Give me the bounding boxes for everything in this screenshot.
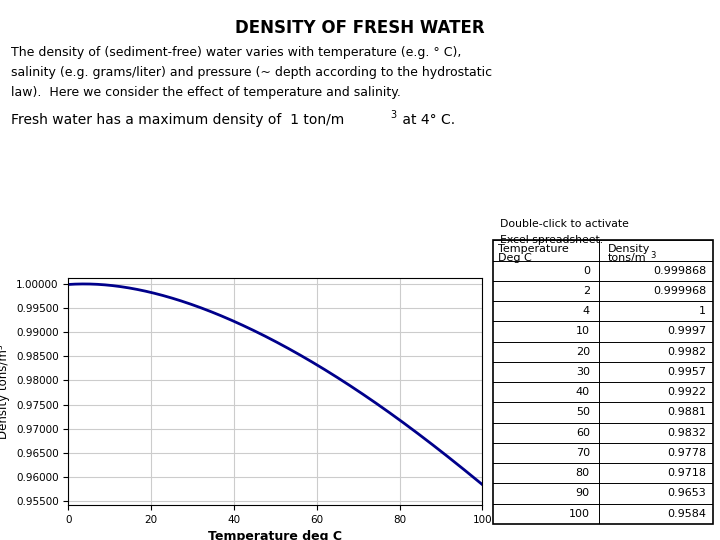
Text: 0.9584: 0.9584 <box>667 509 706 519</box>
Text: 1: 1 <box>699 306 706 316</box>
Text: 20: 20 <box>576 347 590 357</box>
Text: 60: 60 <box>576 428 590 438</box>
Text: Density: Density <box>608 244 649 254</box>
Text: 90: 90 <box>576 488 590 498</box>
Text: 30: 30 <box>576 367 590 377</box>
Text: law).  Here we consider the effect of temperature and salinity.: law). Here we consider the effect of tem… <box>11 86 400 99</box>
Text: 70: 70 <box>576 448 590 458</box>
Text: 2: 2 <box>582 286 590 296</box>
Text: 0.9957: 0.9957 <box>667 367 706 377</box>
Text: 0.999968: 0.999968 <box>653 286 706 296</box>
Text: at 4° C.: at 4° C. <box>398 113 455 127</box>
Text: Deg C: Deg C <box>498 253 531 263</box>
Text: 0.9997: 0.9997 <box>667 326 706 336</box>
Text: 4: 4 <box>582 306 590 316</box>
Text: 3: 3 <box>390 110 396 120</box>
X-axis label: Temperature deg C: Temperature deg C <box>208 530 343 540</box>
Text: tons/m: tons/m <box>608 253 646 263</box>
Text: The density of (sediment-free) water varies with temperature (e.g. ° C),: The density of (sediment-free) water var… <box>11 46 462 59</box>
Text: 0.9778: 0.9778 <box>667 448 706 458</box>
Text: Fresh water has a maximum density of  1 ton/m: Fresh water has a maximum density of 1 t… <box>11 113 344 127</box>
Text: 100: 100 <box>569 509 590 519</box>
Text: Double-click to activate: Double-click to activate <box>500 219 629 229</box>
Text: Excel spreadsheet.: Excel spreadsheet. <box>500 235 603 245</box>
Text: 80: 80 <box>576 468 590 478</box>
Text: 40: 40 <box>576 387 590 397</box>
Text: salinity (e.g. grams/liter) and pressure (~ depth according to the hydrostatic: salinity (e.g. grams/liter) and pressure… <box>11 66 492 79</box>
Text: 0: 0 <box>582 266 590 276</box>
Text: 0.9982: 0.9982 <box>667 347 706 357</box>
Text: 0.9653: 0.9653 <box>667 488 706 498</box>
Text: 0.9922: 0.9922 <box>667 387 706 397</box>
Y-axis label: Density tons/m³: Density tons/m³ <box>0 344 10 439</box>
Text: 3: 3 <box>650 252 656 260</box>
Text: DENSITY OF FRESH WATER: DENSITY OF FRESH WATER <box>235 19 485 37</box>
Text: 0.999868: 0.999868 <box>653 266 706 276</box>
Text: 50: 50 <box>576 407 590 417</box>
Text: 0.9881: 0.9881 <box>667 407 706 417</box>
Text: 10: 10 <box>576 326 590 336</box>
Text: 0.9832: 0.9832 <box>667 428 706 438</box>
Text: Temperature: Temperature <box>498 244 568 254</box>
Text: 0.9718: 0.9718 <box>667 468 706 478</box>
